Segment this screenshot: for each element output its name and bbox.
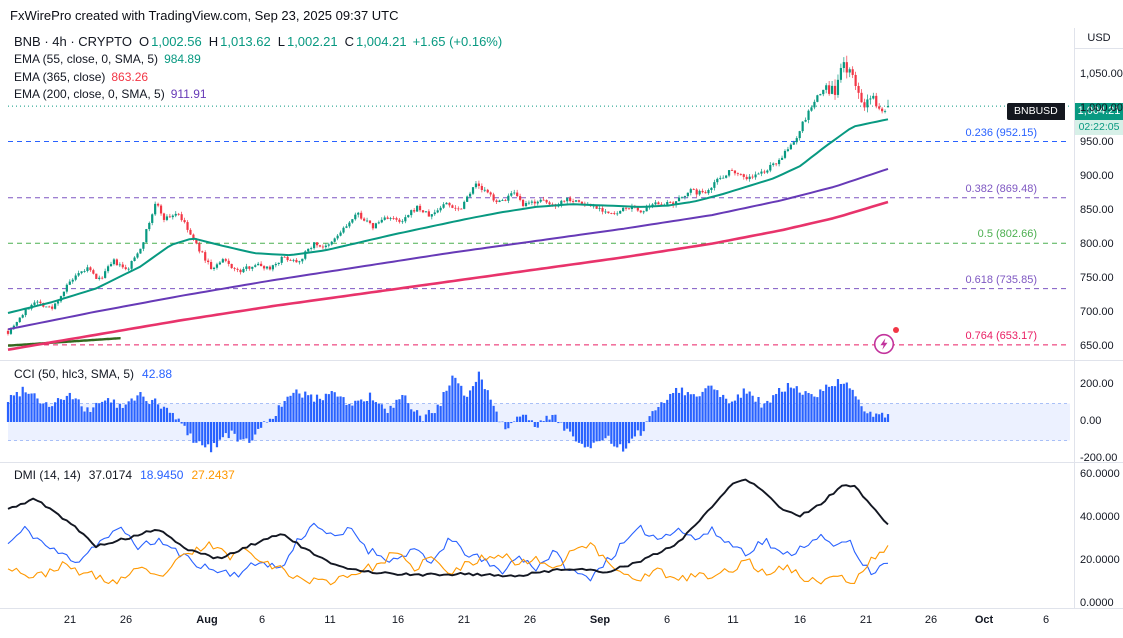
dmi-value: 18.9450 [140,468,184,482]
indicator-name: EMA (200, close, 0, SMA, 5) [14,87,165,101]
ohlc-letter: C [344,34,354,49]
ohlc-value: 1,004.21 [355,34,407,49]
time-axis-label[interactable]: 6 [258,614,266,626]
time-axis-label[interactable]: 16 [391,614,405,626]
ma-line[interactable] [7,337,122,347]
last-price-badge: 1,004.21 [1075,103,1123,120]
time-axis-label[interactable]: Oct [974,614,994,626]
indicator-name: EMA (55, close, 0, SMA, 5) [14,52,159,66]
time-axis-label[interactable]: 11 [324,614,336,626]
ohlc-letter: H [208,34,219,49]
dmi-axis-tick[interactable]: 20.0000 [1080,554,1120,566]
ohlc-letter: L [277,34,285,49]
time-axis-label[interactable]: 26 [924,614,938,626]
price-change: +1.65 (+0.16%) [412,34,503,49]
ohlc-letter: O [139,34,150,49]
ohlc-value: 1,002.21 [286,34,338,49]
time-axis-label[interactable]: 21 [859,614,873,626]
dmi-value: 37.0174 [88,468,133,482]
price-axis-tick[interactable]: 700.00 [1080,306,1114,318]
cci-axis-tick[interactable]: 200.00 [1080,378,1114,390]
cci-panel-label[interactable]: CCI (50, hlc3, SMA, 5) 42.88 [14,367,172,381]
indicator-value: 863.26 [111,69,149,84]
attribution-text: FxWirePro created with TradingView.com, … [10,8,399,23]
cci-value: 42.88 [142,367,173,381]
symbol-price-label: BNBUSD [1007,103,1065,120]
time-axis-label[interactable]: 26 [523,614,537,626]
ma-line[interactable] [7,167,889,331]
symbol-title-row[interactable]: BNB · 4h · CRYPTO O 1,002.56 H 1,013.62 L 1,00… [14,33,502,51]
indicator-legend-row[interactable]: EMA (200, close, 0, SMA, 5) 911.91 [14,86,502,104]
ma-line[interactable] [7,118,889,314]
time-axis-label[interactable]: 6 [663,614,671,626]
ma-line[interactable] [7,200,889,351]
price-axis-tick[interactable]: 800.00 [1080,238,1114,250]
fib-level-label: 0.764 (653.17) [965,329,1037,342]
indicator-value: 984.89 [164,52,201,66]
cci-axis-tick[interactable]: 0.00 [1080,415,1102,427]
dmi-line[interactable] [7,541,889,586]
dmi-line[interactable] [7,522,889,582]
ohlc-value: 1,013.62 [220,34,271,49]
price-scale-currency-tab[interactable]: USD [1075,28,1123,49]
dmi-value: 27.2437 [191,468,235,482]
indicator-legend-row[interactable]: EMA (365, close) 863.26 [14,69,502,87]
fib-level-label: 0.5 (802.66) [977,228,1037,241]
price-axis-tick[interactable]: 750.00 [1080,272,1114,284]
time-axis-label[interactable]: 11 [727,614,739,626]
time-axis-label[interactable]: 21 [457,614,471,626]
legend: BNB · 4h · CRYPTO O 1,002.56 H 1,013.62 L 1,00… [14,33,502,104]
price-axis-tick[interactable]: 1,000.00 [1080,102,1123,114]
dmi-indicator-name: DMI (14, 14) [14,468,81,482]
price-axis-tick[interactable]: 650.00 [1080,340,1114,352]
dmi-axis-tick[interactable]: 40.0000 [1080,511,1120,523]
fib-level-label: 0.236 (952.15) [965,126,1037,139]
fib-level-label: 0.618 (735.85) [965,273,1037,286]
time-axis-label[interactable]: 6 [1042,614,1050,626]
cci-histogram [6,371,890,453]
dmi-axis-tick[interactable]: 60.0000 [1080,468,1120,480]
time-axis-label[interactable]: 26 [119,614,133,626]
candles [6,55,890,336]
indicator-legend: EMA (55, close, 0, SMA, 5) 984.89 EMA (365… [14,51,502,104]
candle-countdown: 02:22:05 [1075,120,1123,135]
indicator-name: EMA (365, close) [14,69,106,84]
time-axis-label[interactable]: Aug [196,614,218,626]
notification-dot [893,327,899,333]
cci-axis-tick[interactable]: -200.00 [1080,452,1118,464]
price-axis-tick[interactable]: 900.00 [1080,170,1114,182]
time-axis-label[interactable]: Sep [589,614,611,626]
dmi-line[interactable] [7,478,889,578]
price-axis-tick[interactable]: 950.00 [1080,136,1114,148]
fib-level-label: 0.382 (869.48) [965,182,1037,195]
indicator-legend-row[interactable]: EMA (55, close, 0, SMA, 5) 984.89 [14,51,502,69]
indicator-value: 911.91 [170,87,207,101]
ohlc-value: 1,002.56 [151,34,202,49]
cci-indicator-name: CCI (50, hlc3, SMA, 5) [14,367,135,381]
dmi-panel-label[interactable]: DMI (14, 14) 37.0174 18.9450 27.2437 [14,468,235,482]
ohlc-values: O 1,002.56 H 1,013.62 L 1,002.21 C 1,004.21 [132,34,407,49]
symbol-title[interactable]: BNB · 4h · CRYPTO [14,34,132,49]
quick-trade-icon[interactable] [873,333,895,355]
price-axis-tick[interactable]: 1,050.00 [1080,68,1123,80]
dmi-axis-tick[interactable]: 0.0000 [1080,597,1114,609]
price-axis-tick[interactable]: 850.00 [1080,204,1114,216]
time-axis-label[interactable]: 21 [63,614,77,626]
time-axis-label[interactable]: 16 [793,614,807,626]
dmi-values: 37.0174 18.9450 27.2437 [81,468,235,482]
